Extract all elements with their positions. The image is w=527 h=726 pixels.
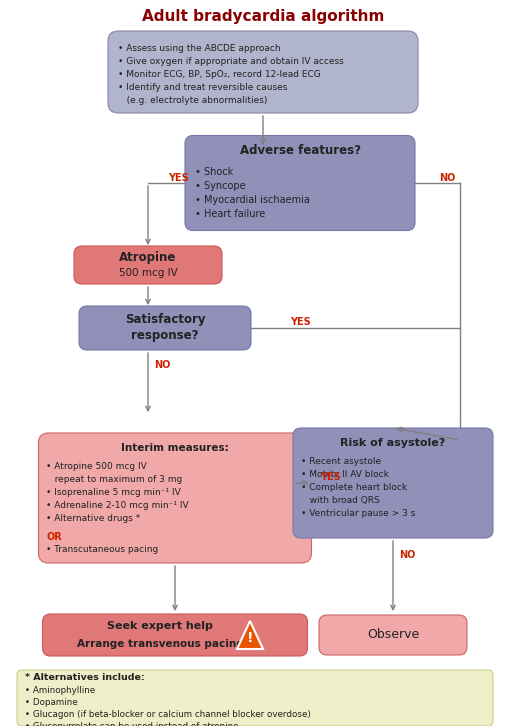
Polygon shape: [237, 621, 263, 649]
Text: Satisfactory: Satisfactory: [125, 314, 205, 327]
Text: !: !: [247, 631, 253, 645]
Text: 500 mcg IV: 500 mcg IV: [119, 268, 178, 278]
Text: * Alternatives include:: * Alternatives include:: [25, 673, 144, 682]
Text: Atropine: Atropine: [119, 250, 177, 264]
Text: • Myocardial ischaemia: • Myocardial ischaemia: [195, 195, 310, 205]
Text: • Alternative drugs *: • Alternative drugs *: [46, 514, 141, 523]
Text: (e.g. electrolyte abnormalities): (e.g. electrolyte abnormalities): [118, 96, 267, 105]
FancyBboxPatch shape: [38, 433, 311, 563]
Text: • Isoprenaline 5 mcg min⁻¹ IV: • Isoprenaline 5 mcg min⁻¹ IV: [46, 488, 181, 497]
Text: • Shock: • Shock: [195, 167, 233, 177]
FancyBboxPatch shape: [17, 670, 493, 726]
Text: NO: NO: [399, 550, 415, 560]
Text: repeat to maximum of 3 mg: repeat to maximum of 3 mg: [46, 475, 183, 484]
Text: Seek expert help: Seek expert help: [107, 621, 213, 631]
Text: • Give oxygen if appropriate and obtain IV access: • Give oxygen if appropriate and obtain …: [118, 57, 344, 66]
Text: Arrange transvenous pacing: Arrange transvenous pacing: [76, 639, 243, 649]
Text: • Glucagon (if beta-blocker or calcium channel blocker overdose): • Glucagon (if beta-blocker or calcium c…: [25, 710, 311, 719]
Text: NO: NO: [154, 360, 170, 370]
Text: • Recent asystole: • Recent asystole: [301, 457, 381, 466]
Text: • Atropine 500 mcg IV: • Atropine 500 mcg IV: [46, 462, 147, 471]
Text: • Heart failure: • Heart failure: [195, 209, 265, 219]
Text: • Ventricular pause > 3 s: • Ventricular pause > 3 s: [301, 509, 415, 518]
Text: Adverse features?: Adverse features?: [239, 144, 360, 158]
Text: Risk of asystole?: Risk of asystole?: [340, 438, 446, 448]
Text: • Identify and treat reversible causes: • Identify and treat reversible causes: [118, 83, 287, 92]
FancyBboxPatch shape: [74, 246, 222, 284]
Text: • Mobitz II AV block: • Mobitz II AV block: [301, 470, 389, 479]
FancyBboxPatch shape: [43, 614, 307, 656]
Text: • Dopamine: • Dopamine: [25, 698, 77, 707]
Text: Interim measures:: Interim measures:: [121, 443, 229, 453]
Text: • Assess using the ABCDE approach: • Assess using the ABCDE approach: [118, 44, 280, 53]
Text: • Complete heart block: • Complete heart block: [301, 483, 407, 492]
FancyBboxPatch shape: [293, 428, 493, 538]
Text: with broad QRS: with broad QRS: [301, 496, 380, 505]
Text: Adult bradycardia algorithm: Adult bradycardia algorithm: [142, 9, 384, 23]
Text: Observe: Observe: [367, 629, 419, 642]
FancyBboxPatch shape: [108, 31, 418, 113]
Text: response?: response?: [131, 330, 199, 343]
FancyBboxPatch shape: [79, 306, 251, 350]
Text: • Glycopyrrolate can be used instead of atropine: • Glycopyrrolate can be used instead of …: [25, 722, 239, 726]
Text: • Monitor ECG, BP, SpO₂, record 12-lead ECG: • Monitor ECG, BP, SpO₂, record 12-lead …: [118, 70, 321, 79]
FancyBboxPatch shape: [185, 136, 415, 230]
Text: • Aminophylline: • Aminophylline: [25, 686, 95, 695]
Text: OR: OR: [46, 532, 62, 542]
Text: YES: YES: [319, 472, 340, 482]
Text: YES: YES: [290, 317, 310, 327]
Text: YES: YES: [168, 173, 188, 183]
Text: NO: NO: [439, 173, 455, 183]
Text: • Adrenaline 2-10 mcg min⁻¹ IV: • Adrenaline 2-10 mcg min⁻¹ IV: [46, 501, 189, 510]
FancyBboxPatch shape: [319, 615, 467, 655]
Text: • Syncope: • Syncope: [195, 181, 246, 191]
Text: • Transcutaneous pacing: • Transcutaneous pacing: [46, 545, 159, 554]
